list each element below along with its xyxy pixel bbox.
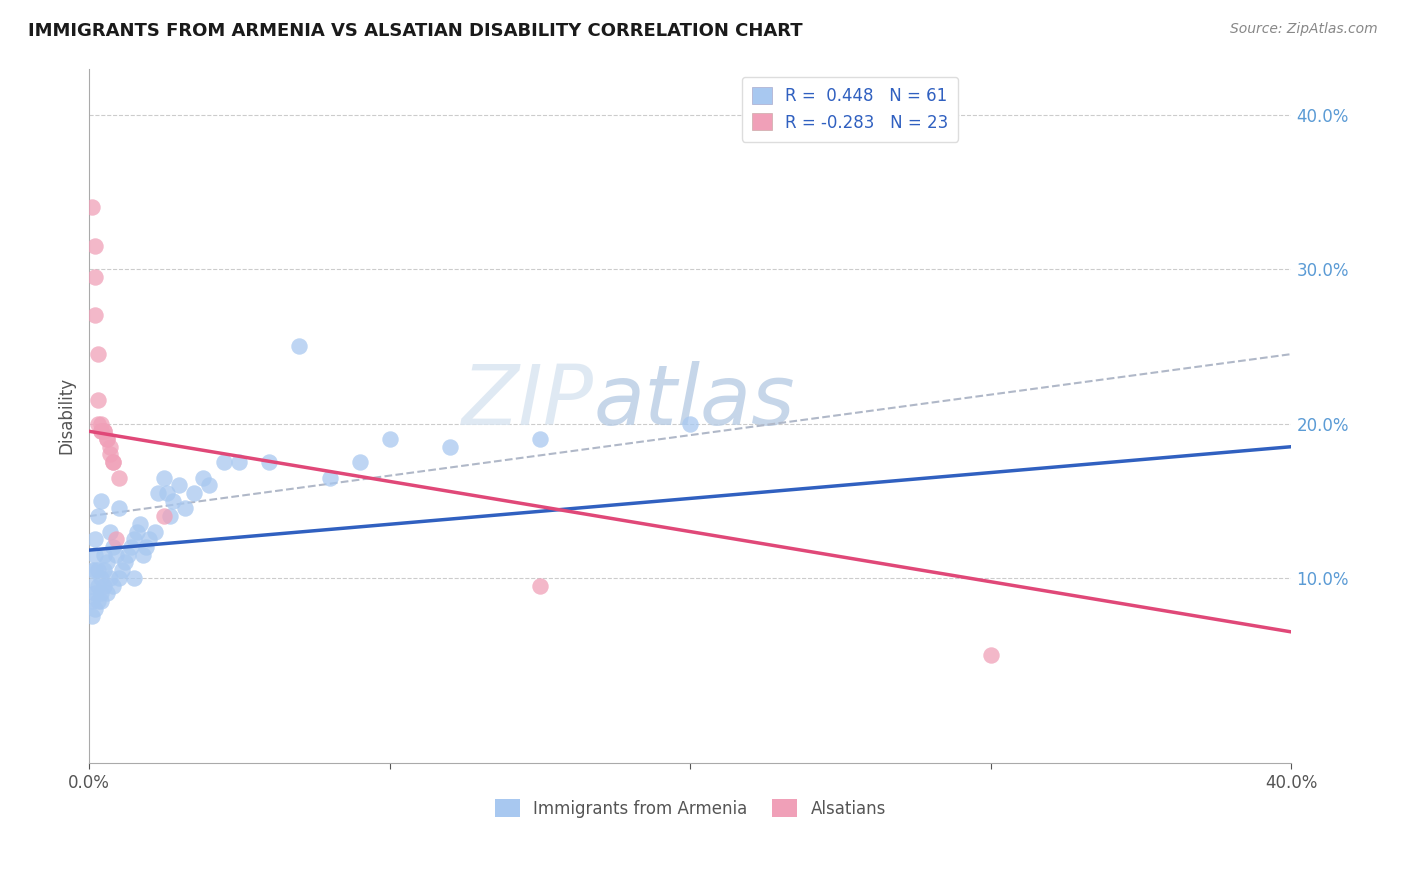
Point [101, 455, 124, 469]
Point [214, 455, 236, 469]
Point [105, 548, 128, 562]
Text: IMMIGRANTS FROM ARMENIA VS ALSATIAN DISABILITY CORRELATION CHART: IMMIGRANTS FROM ARMENIA VS ALSATIAN DISA… [28, 22, 803, 40]
Y-axis label: Disability: Disability [58, 377, 75, 454]
Point [90, 586, 112, 600]
Point [679, 417, 702, 431]
Point [129, 516, 152, 531]
Point [93, 579, 115, 593]
Legend: Immigrants from Armenia, Alsatians: Immigrants from Armenia, Alsatians [488, 793, 893, 824]
Point [183, 486, 205, 500]
Point [193, 470, 215, 484]
Point [101, 540, 124, 554]
Point [80, 594, 103, 608]
Point [87, 579, 110, 593]
Point [108, 501, 131, 516]
Point [98, 524, 121, 539]
Point [259, 455, 281, 469]
Point [122, 571, 145, 585]
Point [138, 533, 160, 547]
Point [96, 586, 118, 600]
Point [198, 478, 221, 492]
Point [101, 579, 124, 593]
Point [111, 563, 134, 577]
Point [135, 540, 157, 554]
Point [98, 571, 121, 585]
Point [90, 424, 112, 438]
Point [84, 309, 107, 323]
Point [174, 501, 197, 516]
Point [153, 509, 176, 524]
Point [101, 455, 124, 469]
Point [80, 563, 103, 577]
Point [167, 478, 190, 492]
Point [288, 339, 311, 353]
Point [159, 509, 181, 524]
Point [228, 455, 250, 469]
Point [153, 470, 176, 484]
Point [93, 424, 115, 438]
Point [117, 548, 139, 562]
Point [108, 571, 131, 585]
Point [143, 524, 166, 539]
Point [84, 269, 107, 284]
Point [90, 493, 112, 508]
Point [529, 579, 551, 593]
Point [127, 524, 149, 539]
Point [87, 417, 110, 431]
Point [93, 548, 115, 562]
Point [84, 586, 107, 600]
Text: atlas: atlas [595, 361, 796, 442]
Point [529, 432, 551, 446]
Point [120, 540, 142, 554]
Point [148, 486, 170, 500]
Point [80, 201, 103, 215]
Point [90, 424, 112, 438]
Point [318, 470, 340, 484]
Point [105, 533, 128, 547]
Point [90, 594, 112, 608]
Point [93, 563, 115, 577]
Point [87, 509, 110, 524]
Point [96, 556, 118, 570]
Point [87, 594, 110, 608]
Text: Source: ZipAtlas.com: Source: ZipAtlas.com [1230, 22, 1378, 37]
Point [84, 548, 107, 562]
Point [98, 440, 121, 454]
Point [162, 493, 184, 508]
Point [80, 579, 103, 593]
Point [349, 455, 371, 469]
Point [108, 470, 131, 484]
Point [378, 432, 401, 446]
Point [90, 571, 112, 585]
Point [132, 548, 155, 562]
Point [96, 432, 118, 446]
Point [98, 447, 121, 461]
Point [90, 417, 112, 431]
Point [84, 601, 107, 615]
Point [87, 347, 110, 361]
Point [122, 533, 145, 547]
Point [114, 556, 136, 570]
Point [84, 533, 107, 547]
Point [87, 393, 110, 408]
Point [96, 432, 118, 446]
Point [84, 563, 107, 577]
Point [80, 609, 103, 624]
Point [156, 486, 179, 500]
Point [84, 239, 107, 253]
Point [439, 440, 461, 454]
Point [93, 424, 115, 438]
Point [87, 563, 110, 577]
Point [980, 648, 1002, 662]
Text: ZIP: ZIP [463, 361, 595, 442]
